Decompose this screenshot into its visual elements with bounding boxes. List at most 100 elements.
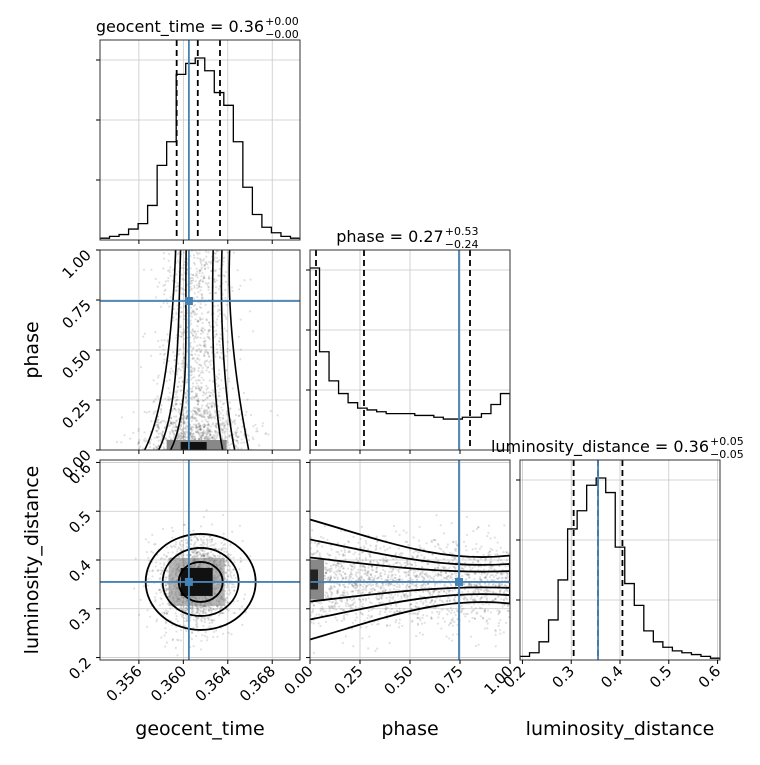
sample-point [202, 391, 204, 393]
sample-point [175, 313, 177, 315]
sample-point [338, 605, 340, 607]
sample-point [132, 432, 134, 434]
sample-point [200, 275, 202, 277]
sample-point [200, 539, 202, 541]
sample-point [234, 586, 236, 588]
sample-point [156, 424, 158, 426]
sample-point [326, 539, 328, 541]
sample-point [200, 377, 202, 379]
sample-point [379, 611, 381, 613]
sample-point [365, 542, 367, 544]
sample-point [232, 557, 234, 559]
sample-point [172, 351, 174, 353]
sample-point [345, 605, 347, 607]
sample-point [151, 570, 153, 572]
sample-point [179, 403, 181, 405]
sample-point [442, 617, 444, 619]
sample-point [211, 368, 213, 370]
sample-point [163, 252, 165, 254]
sample-point [236, 429, 238, 431]
sample-point [198, 359, 200, 361]
sample-point [471, 606, 473, 608]
sample-point [344, 586, 346, 588]
sample-point [191, 611, 193, 613]
sample-point [230, 633, 232, 635]
sample-point [226, 421, 228, 423]
sample-point [500, 547, 502, 549]
sample-point [240, 560, 242, 562]
sample-point [228, 610, 230, 612]
panel-title-phase: phase = 0.27 [336, 227, 443, 246]
sample-point [313, 652, 315, 654]
sample-point [197, 320, 199, 322]
sample-point [480, 546, 482, 548]
sample-point [186, 546, 188, 548]
sample-point [384, 535, 386, 537]
sample-point [186, 608, 188, 610]
sample-point [335, 600, 337, 602]
sample-point [233, 590, 235, 592]
sample-point [173, 545, 175, 547]
sample-point [178, 381, 180, 383]
sample-point [205, 509, 207, 511]
sample-point [202, 545, 204, 547]
sample-point [392, 598, 394, 600]
sample-point [506, 598, 508, 600]
sample-point [373, 577, 375, 579]
sample-point [376, 536, 378, 538]
sample-point [158, 427, 160, 429]
sample-point [233, 574, 235, 576]
sample-point [177, 363, 179, 365]
sample-point [150, 269, 152, 271]
sample-point [196, 608, 198, 610]
sample-point [143, 585, 145, 587]
sample-point [406, 541, 408, 543]
sample-point [205, 250, 207, 252]
sample-point [240, 349, 242, 351]
sample-point [399, 619, 401, 621]
sample-point [240, 447, 242, 449]
sample-point [169, 607, 171, 609]
sample-point [205, 304, 207, 306]
sample-point [344, 572, 346, 574]
sample-point [502, 577, 504, 579]
sample-point [163, 358, 165, 360]
sample-point [221, 547, 223, 549]
sample-point [161, 557, 163, 559]
sample-point [223, 433, 225, 435]
sample-point [205, 609, 207, 611]
sample-point [173, 434, 175, 436]
sample-point [346, 591, 348, 593]
sample-point [239, 608, 241, 610]
sample-point [232, 612, 234, 614]
sample-point [499, 629, 501, 631]
sample-point [346, 614, 348, 616]
sample-point [215, 330, 217, 332]
sample-point [186, 554, 188, 556]
sample-point [219, 285, 221, 287]
sample-point [241, 438, 243, 440]
sample-point [425, 542, 427, 544]
sample-point [170, 368, 172, 370]
sample-point [434, 585, 436, 587]
sample-point [195, 380, 197, 382]
sample-point [227, 341, 229, 343]
sample-point [360, 538, 362, 540]
sample-point [376, 623, 378, 625]
sample-point [202, 541, 204, 543]
sample-point [362, 603, 364, 605]
sample-point [196, 399, 198, 401]
sample-point [237, 269, 239, 271]
sample-point [203, 337, 205, 339]
sample-point [180, 424, 182, 426]
sample-point [395, 530, 397, 532]
sample-point [222, 423, 224, 425]
sample-point [324, 575, 326, 577]
sample-point [216, 343, 218, 345]
sample-point [176, 639, 178, 641]
sample-point [205, 419, 207, 421]
sample-point [221, 417, 223, 419]
sample-point [445, 635, 447, 637]
sample-point [163, 293, 165, 295]
sample-point [164, 353, 166, 355]
